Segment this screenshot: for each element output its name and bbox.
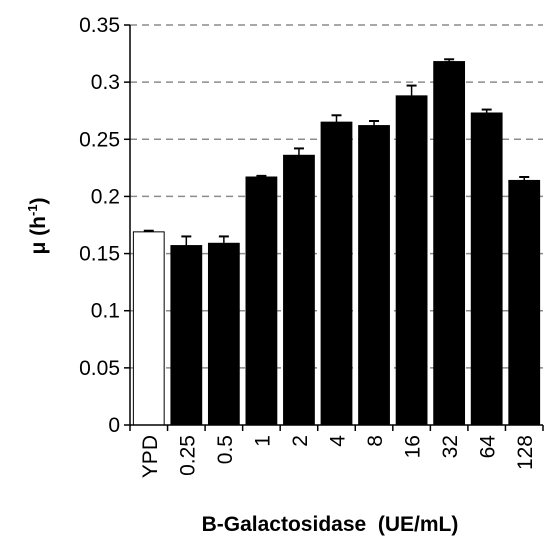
bar [470, 112, 503, 426]
y-axis-title: μ (h-1) [25, 197, 50, 254]
bar [395, 95, 428, 426]
y-tick-label: 0.2 [91, 185, 120, 208]
y-tick-label: 0 [108, 414, 120, 437]
axes [124, 24, 544, 431]
x-tick-label: 128 [514, 435, 537, 470]
x-tick-labels: YPD 0.25 0.5 1 2 4 8 16 32 64 128 [139, 435, 537, 479]
bar [283, 154, 315, 426]
bar [508, 179, 541, 426]
y-tick-label: 0.25 [79, 128, 120, 151]
y-tick-labels: 0 0.05 0.1 0.15 0.2 0.25 0.3 0.35 [79, 14, 120, 437]
bar [433, 61, 466, 426]
x-tick-label: 0.5 [214, 435, 237, 464]
bar [358, 125, 390, 426]
y-tick-label: 0.3 [91, 71, 120, 94]
bar [207, 242, 240, 426]
x-tick-label: 0.25 [176, 435, 199, 476]
bar [132, 231, 165, 426]
bars [132, 58, 541, 426]
x-tick-label: 8 [364, 435, 387, 447]
y-tick-label: 0.05 [79, 357, 120, 380]
bar [320, 121, 353, 426]
x-tick-label: 32 [439, 435, 462, 458]
x-tick-label: YPD [139, 435, 162, 478]
x-tick-label: 16 [402, 435, 425, 458]
bar [170, 245, 203, 426]
x-tick-label: 2 [289, 435, 312, 447]
y-tick-label: 0.35 [79, 14, 120, 37]
x-tick-label: 4 [327, 435, 350, 447]
x-axis-title: B-Galactosidase (UE/mL) [202, 513, 459, 536]
y-tick-label: 0.1 [91, 300, 120, 323]
x-tick-label: 64 [477, 435, 500, 459]
x-tick-label: 1 [251, 435, 274, 447]
bar [245, 176, 278, 426]
y-tick-label: 0.15 [79, 243, 120, 266]
